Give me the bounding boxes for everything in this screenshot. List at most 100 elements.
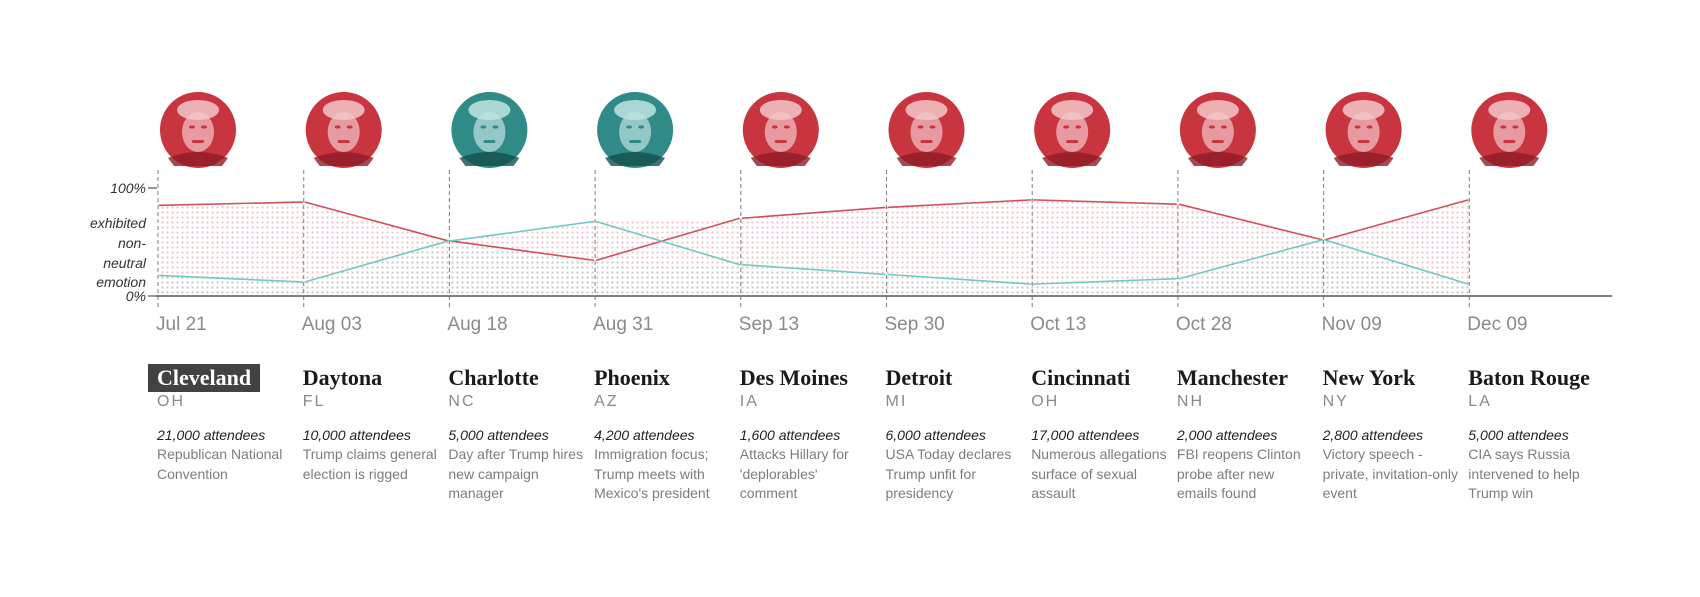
rally-state: NY xyxy=(1322,393,1349,410)
portrait-suit xyxy=(605,152,666,166)
portrait-suit xyxy=(1479,152,1540,166)
candidate-portrait[interactable] xyxy=(305,92,382,168)
rally-city[interactable]: Charlotte xyxy=(448,365,539,390)
date-label: Aug 18 xyxy=(447,314,507,335)
teal-series-segment xyxy=(1033,277,1177,285)
rally-event[interactable]: New York NY 2,800 attendees Victory speech … xyxy=(1323,364,1461,504)
rally-city[interactable]: Des Moines xyxy=(739,365,848,390)
portrait-mouth xyxy=(1503,140,1516,143)
candidate-portrait[interactable] xyxy=(1325,92,1402,168)
portrait-eye xyxy=(638,125,645,129)
portrait-eye xyxy=(201,125,207,129)
portrait-suit xyxy=(168,152,228,166)
interval-low-area xyxy=(886,274,1033,296)
portrait-suit xyxy=(896,152,957,166)
rally-event[interactable]: Daytona FL 10,000 attendees Trump claims ge… xyxy=(303,364,441,484)
y-title-line-2: non- xyxy=(118,235,146,251)
date-label: Aug 31 xyxy=(593,314,653,335)
red-series-segment xyxy=(158,201,303,207)
portrait-face xyxy=(1493,112,1526,152)
rally-event[interactable]: Des Moines IA 1,600 attendees Attacks Hilla… xyxy=(740,364,878,504)
red-series-segment xyxy=(741,206,886,220)
portrait-eye xyxy=(1512,125,1519,129)
portrait-eye xyxy=(1354,125,1361,129)
rally-event[interactable]: Cincinnati OH 17,000 attendees Numerous all… xyxy=(1031,364,1169,504)
portrait-eye xyxy=(626,125,633,129)
portrait-eye xyxy=(1220,125,1227,129)
portrait-eye xyxy=(1208,125,1215,129)
rally-event[interactable]: Manchester NH 2,000 attendees FBI reopens C… xyxy=(1177,364,1315,504)
y-title-line-1: exhibited xyxy=(90,215,147,231)
date-label: Oct 13 xyxy=(1030,314,1086,335)
rally-event[interactable]: Baton Rouge LA 5,000 attendees CIA says Rus… xyxy=(1468,364,1606,504)
portrait-mouth xyxy=(774,140,787,143)
emotion-chart: 100% 0% exhibited non- neutral emotion J… xyxy=(90,92,1612,335)
teal-series-segment xyxy=(158,274,303,283)
rally-attendees: 5,000 attendees xyxy=(1468,427,1569,443)
portrait-eye xyxy=(771,125,778,129)
teal-series-segment xyxy=(1324,239,1469,285)
rally-event[interactable]: Detroit MI 6,000 attendees USA Today declar… xyxy=(886,364,1024,504)
rally-description: Attacks Hillary for 'deplorables' commen… xyxy=(739,446,849,501)
rally-attendees: 5,000 attendees xyxy=(448,427,549,443)
red-series-segment xyxy=(1324,199,1469,241)
date-label: Aug 03 xyxy=(302,314,362,335)
portrait-face xyxy=(182,112,214,152)
rally-city[interactable]: Detroit xyxy=(885,365,953,390)
rally-event[interactable]: Charlotte NC 5,000 attendees Day after Trum… xyxy=(448,364,586,504)
portrait-hair xyxy=(1051,100,1094,120)
rally-attendees: 4,200 attendees xyxy=(594,427,695,443)
date-label: Nov 09 xyxy=(1322,314,1382,335)
rally-city[interactable]: Cincinnati xyxy=(1031,365,1131,390)
rally-city[interactable]: Baton Rouge xyxy=(1468,365,1590,390)
rally-city[interactable]: Phoenix xyxy=(594,365,670,390)
portrait-mouth xyxy=(192,140,204,143)
teal-series-segment xyxy=(1178,239,1323,280)
candidate-portrait[interactable] xyxy=(451,92,528,168)
portrait-face xyxy=(327,112,360,152)
teal-series-segment xyxy=(450,220,595,242)
rally-description: Republican National Convention xyxy=(157,446,283,482)
portrait-face xyxy=(764,112,797,152)
rally-event[interactable]: Cleveland OH 21,000 attendees Republican Na… xyxy=(148,364,295,484)
rally-city[interactable]: Daytona xyxy=(302,365,383,390)
portrait-eye xyxy=(189,125,195,129)
rally-description: Victory speech - private, invitation-onl… xyxy=(1322,446,1458,501)
rally-city[interactable]: Cleveland xyxy=(148,364,261,392)
rally-attendees: 1,600 attendees xyxy=(739,427,841,443)
date-label: Dec 09 xyxy=(1467,314,1527,335)
portrait-hair xyxy=(1488,100,1531,120)
candidate-portrait[interactable] xyxy=(160,92,236,168)
portrait-eye xyxy=(917,125,924,129)
candidate-portrait[interactable] xyxy=(597,92,674,168)
red-series-segment xyxy=(887,199,1032,209)
portrait-suit xyxy=(313,152,374,166)
portrait-hair xyxy=(905,100,948,120)
rally-city[interactable]: New York xyxy=(1322,365,1416,390)
portrait-hair xyxy=(614,100,657,120)
interval-low-area xyxy=(449,240,596,296)
date-label: Jul 21 xyxy=(156,314,207,335)
portrait-eye xyxy=(480,125,487,129)
portrait-eye xyxy=(334,125,341,129)
candidate-portrait[interactable] xyxy=(1179,92,1256,168)
portrait-face xyxy=(473,112,506,152)
portrait-face xyxy=(910,112,943,152)
portrait-mouth xyxy=(337,140,350,143)
rally-state: OH xyxy=(1031,393,1060,410)
rally-state: AZ xyxy=(594,393,619,410)
portrait-eye xyxy=(1500,125,1507,129)
portrait-eye xyxy=(1366,125,1373,129)
candidate-portrait[interactable] xyxy=(1471,92,1548,168)
candidate-portrait[interactable] xyxy=(1034,92,1111,168)
teal-series-segment xyxy=(887,273,1032,285)
rally-description: Numerous allegations surface of sexual a… xyxy=(1031,446,1167,501)
candidate-portrait[interactable] xyxy=(888,92,965,168)
rally-event[interactable]: Phoenix AZ 4,200 attendees Immigration focu… xyxy=(594,364,732,504)
candidate-portrait[interactable] xyxy=(742,92,819,168)
rally-attendees: 2,800 attendees xyxy=(1322,427,1424,443)
y-title-line-3: neutral xyxy=(103,255,147,271)
rally-city[interactable]: Manchester xyxy=(1176,365,1289,390)
rally-description: CIA says Russia intervened to help Trump… xyxy=(1468,446,1580,501)
portrait-hair xyxy=(1196,100,1239,120)
